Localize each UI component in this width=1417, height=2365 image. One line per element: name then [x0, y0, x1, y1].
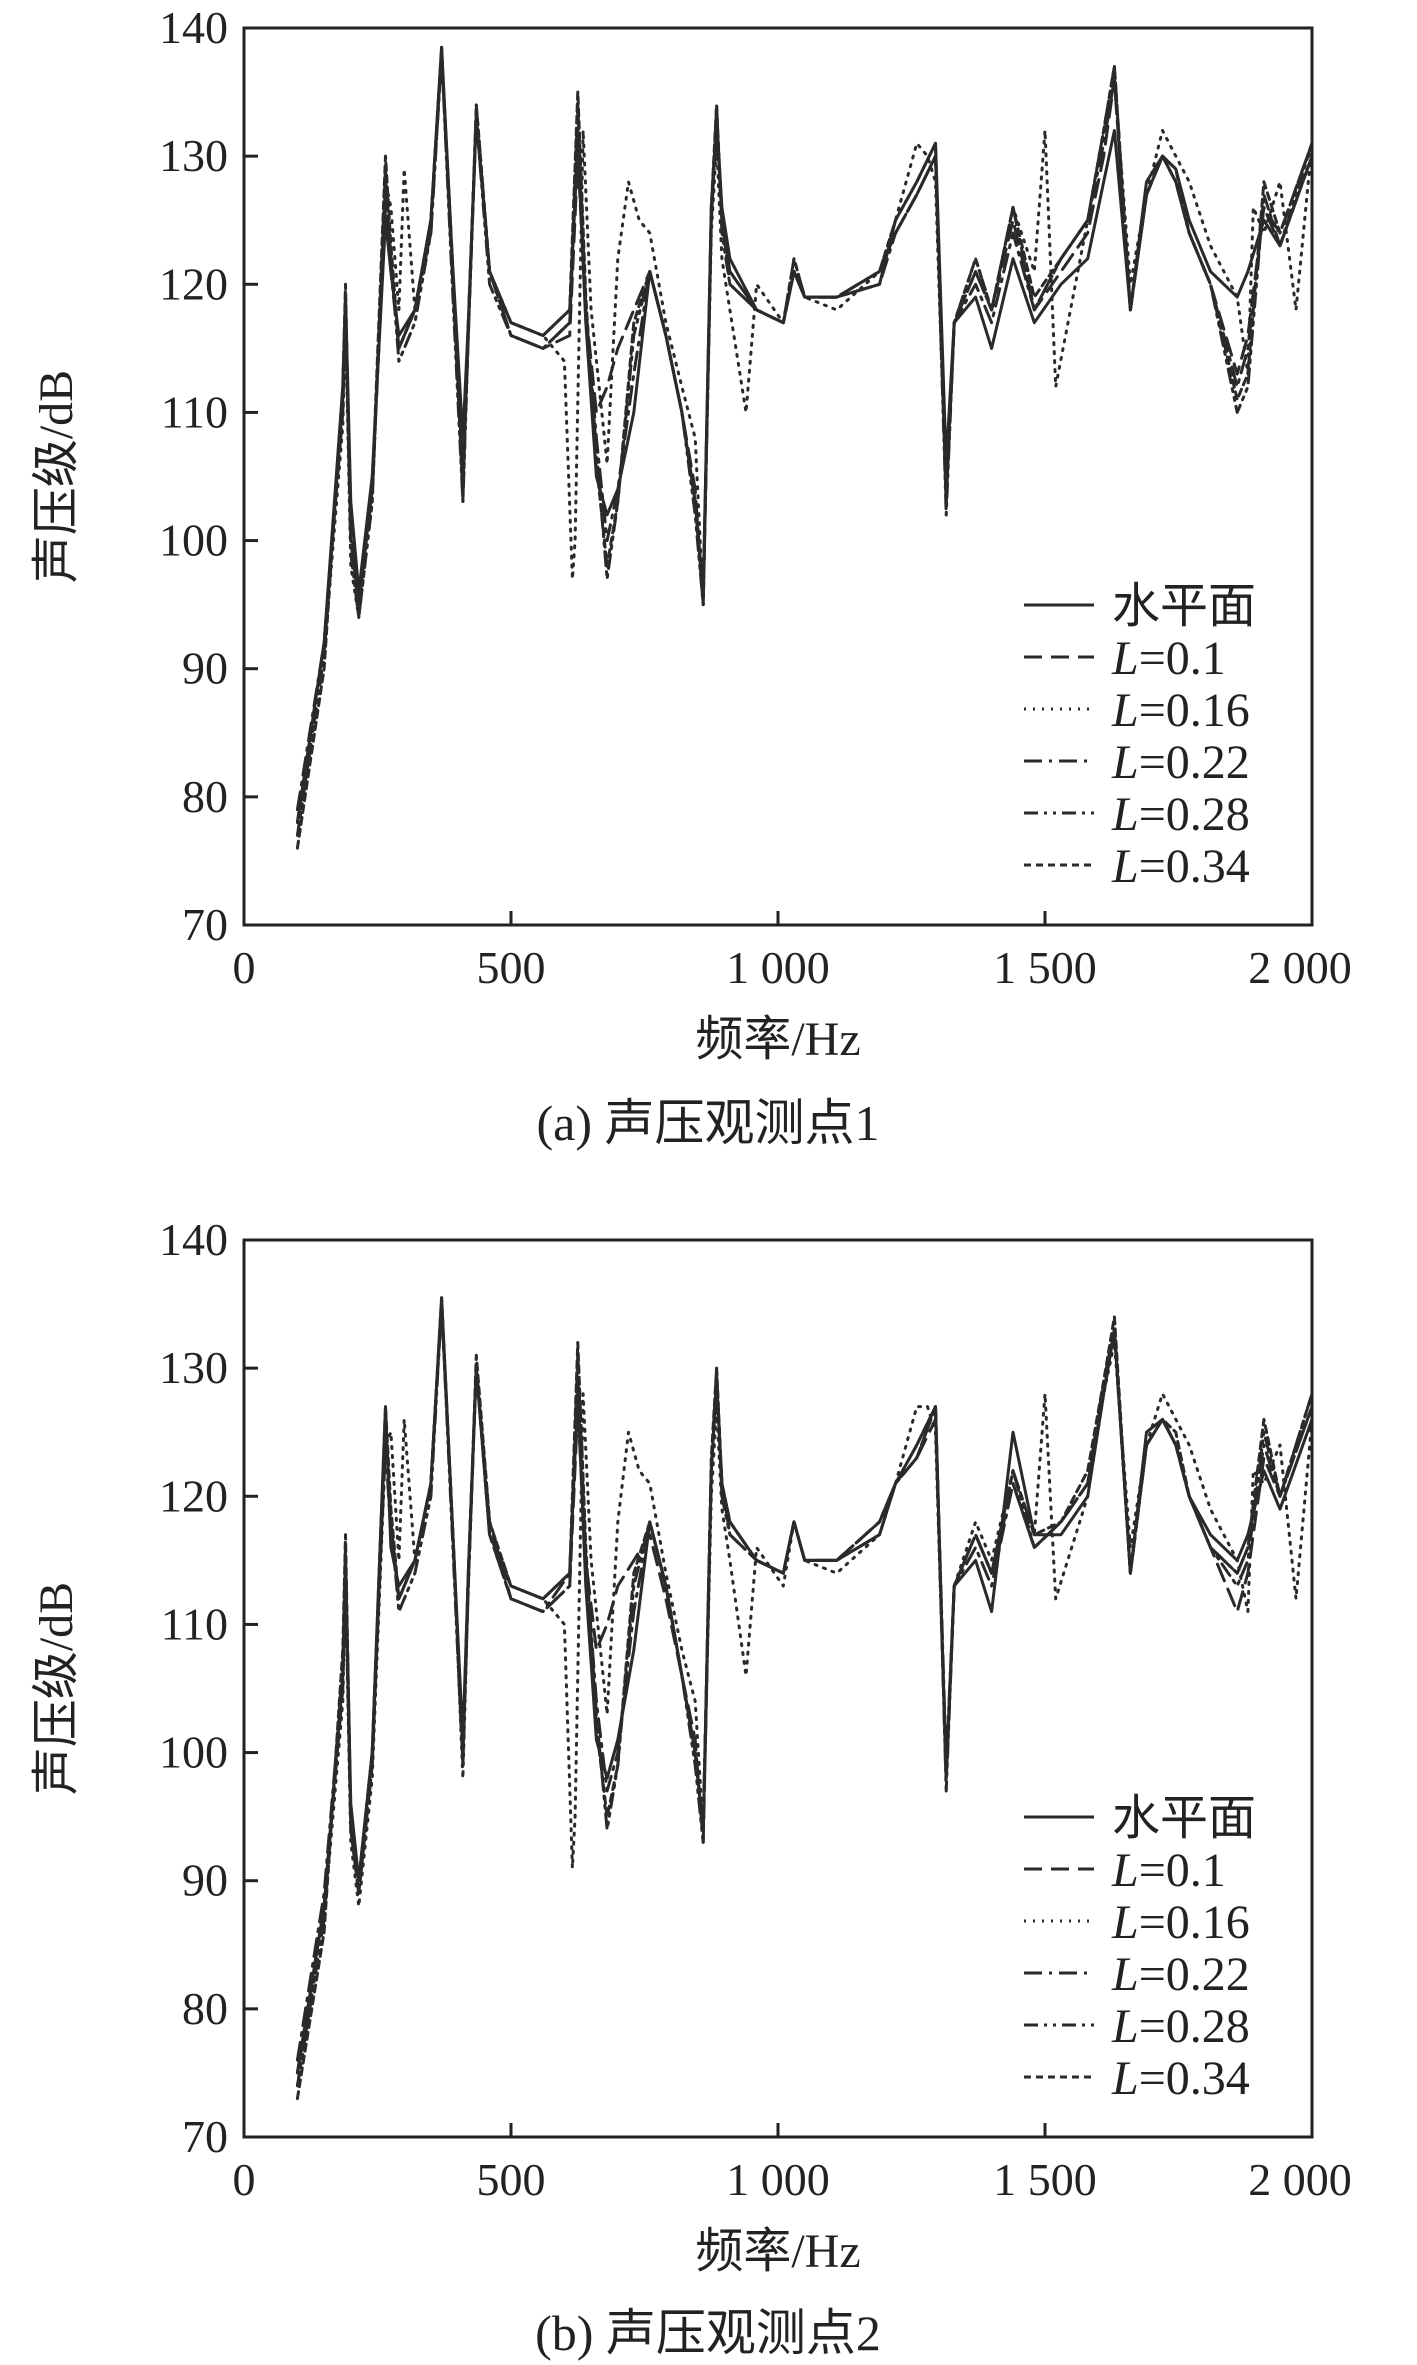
legend-value: =0.22 [1139, 736, 1250, 789]
legend-param: L [1111, 1844, 1139, 1897]
x-axis-label: 频率/Hz [695, 2225, 860, 2278]
legend-label: L=0.34 [1111, 840, 1250, 893]
x-tick-label: 1 000 [726, 942, 830, 993]
legend-value: =0.22 [1139, 1948, 1250, 2001]
legend-param: L [1111, 632, 1139, 685]
legend-param: L [1111, 788, 1139, 841]
y-tick-label: 120 [159, 258, 228, 309]
legend-label: L=0.16 [1111, 684, 1250, 737]
y-tick-label: 90 [182, 643, 228, 694]
y-tick-label: 110 [161, 1598, 228, 1649]
series-line-L034 [295, 45, 1312, 850]
legend-param: L [1111, 2000, 1139, 2053]
series-group [295, 45, 1312, 850]
legend-param: L [1111, 1948, 1139, 2001]
y-tick-label: 110 [161, 386, 228, 437]
legend-label: L=0.34 [1111, 2052, 1250, 2105]
y-tick-label: 80 [182, 1983, 228, 2034]
legend-label: L=0.16 [1111, 1896, 1250, 1949]
y-tick-label: 70 [182, 2111, 228, 2162]
y-tick-label: 130 [159, 1342, 228, 1393]
y-axis-label: 声压级/dB [30, 370, 83, 583]
x-tick-label: 1 500 [993, 942, 1097, 993]
x-tick-label: 1 500 [993, 2154, 1097, 2205]
chart-panel-a: 70 80 90 100 110 120 130 140 0 500 1 000 1 500 2 000… [30, 2, 1352, 1151]
x-tick-label: 1 000 [726, 2154, 830, 2205]
legend-param: L [1111, 1896, 1139, 1949]
y-tick-label: 100 [159, 515, 228, 566]
legend-value: =0.28 [1139, 788, 1250, 841]
chart-panel-b: 70 80 90 100 110 120 130 140 0 500 1 000 1 500 2 000… [30, 1214, 1352, 2361]
y-axis-label: 声压级/dB [30, 1582, 83, 1795]
y-tick-label: 70 [182, 899, 228, 950]
legend-value: =0.28 [1139, 2000, 1250, 2053]
series-line-L034 [295, 1296, 1312, 2101]
legend-label: L=0.28 [1111, 788, 1250, 841]
legend-label: 水平面 [1112, 580, 1256, 633]
legend-param: L [1111, 2052, 1139, 2105]
legend-label: 水平面 [1112, 1792, 1256, 1845]
legend-param: L [1111, 840, 1139, 893]
legend-param: L [1111, 736, 1139, 789]
x-tick-label: 2 000 [1248, 2154, 1352, 2205]
panel-caption: (b) 声压观测点2 [535, 2305, 881, 2361]
legend-value: =0.34 [1139, 2052, 1250, 2105]
y-tick-label: 90 [182, 1855, 228, 1906]
x-tick-label: 500 [477, 2154, 546, 2205]
y-tick-label: 80 [182, 771, 228, 822]
series-group [295, 1296, 1312, 2101]
x-tick-label: 2 000 [1248, 942, 1352, 993]
legend-value: =0.16 [1139, 684, 1250, 737]
legend-label: L=0.1 [1111, 1844, 1226, 1897]
panel-caption: (a) 声压观测点1 [537, 1095, 880, 1151]
y-tick-label: 140 [159, 2, 228, 53]
x-tick-label: 0 [233, 942, 256, 993]
x-tick-label: 0 [233, 2154, 256, 2205]
legend-value: =0.16 [1139, 1896, 1250, 1949]
legend-value: =0.1 [1139, 632, 1226, 685]
legend-label: L=0.28 [1111, 2000, 1250, 2053]
legend-value: 水平面 [1112, 580, 1256, 633]
y-tick-label: 140 [159, 1214, 228, 1265]
legend-value: 水平面 [1112, 1792, 1256, 1845]
y-tick-label: 130 [159, 130, 228, 181]
legend-value: =0.1 [1139, 1844, 1226, 1897]
y-tick-label: 120 [159, 1470, 228, 1521]
x-axis-label: 频率/Hz [695, 1013, 860, 1066]
y-tick-label: 100 [159, 1727, 228, 1778]
legend-label: L=0.1 [1111, 632, 1226, 685]
legend-label: L=0.22 [1111, 1948, 1250, 2001]
x-tick-label: 500 [477, 942, 546, 993]
legend-label: L=0.22 [1111, 736, 1250, 789]
legend-value: =0.34 [1139, 840, 1250, 893]
legend-param: L [1111, 684, 1139, 737]
